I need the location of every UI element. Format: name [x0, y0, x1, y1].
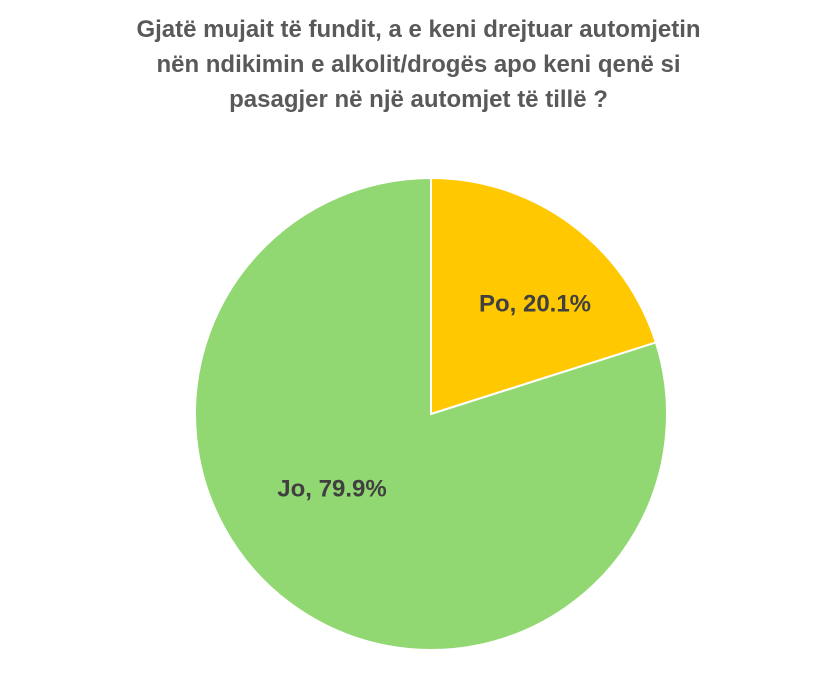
pie-slice-2 [194, 176, 668, 651]
chart-title-line-2: nën ndikimin e alkolit/drogës apo keni q… [156, 51, 681, 78]
pie-slice-label-1: Po, 20.1% [479, 290, 591, 317]
chart-title-line-1: Gjatë mujait të fundit, a e keni drejtua… [136, 16, 701, 43]
pie-labels: Po, 20.1% Jo, 79.9% [277, 290, 591, 502]
pie-slice-1 [430, 176, 658, 416]
chart-title-line-3: pasagjer në një automjet të tillë ? [229, 86, 608, 113]
chart-title: Gjatë mujait të fundit, a e keni drejtua… [60, 12, 777, 117]
pie-slice-label-2: Jo, 79.9% [277, 475, 386, 502]
pie-slices [194, 176, 668, 651]
